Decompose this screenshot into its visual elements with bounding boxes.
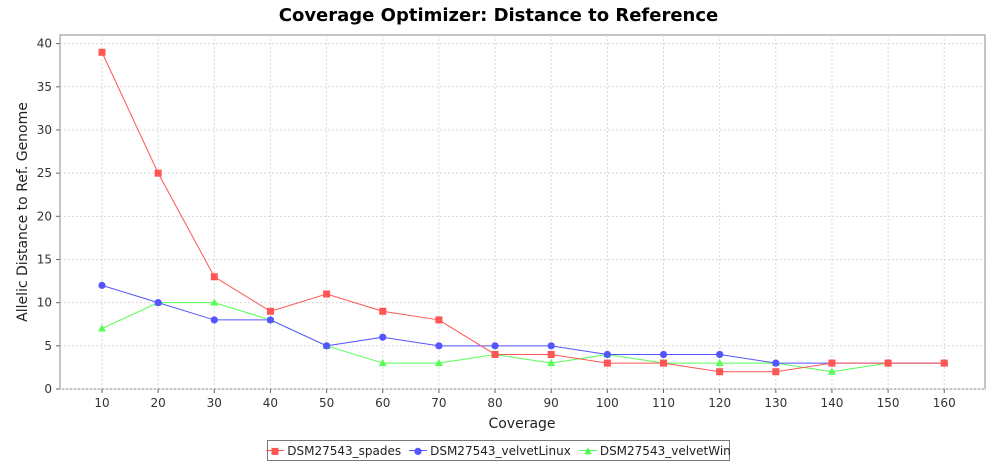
data-point xyxy=(98,324,106,332)
x-tick-label: 120 xyxy=(708,396,731,410)
legend-marker-circle xyxy=(414,447,422,455)
data-point xyxy=(379,333,387,341)
plot-area xyxy=(59,34,986,390)
legend: DSM27543_spades DSM27543_velvetLinux DSM27… xyxy=(266,440,731,461)
series-line xyxy=(101,52,945,373)
data-point xyxy=(716,368,724,376)
data-point xyxy=(323,290,331,298)
grid-lines xyxy=(60,35,985,390)
data-point xyxy=(434,358,443,367)
series-line xyxy=(101,284,945,364)
legend-marker-square xyxy=(271,447,279,455)
data-point xyxy=(435,342,443,350)
legend-item: DSM27543_velvetWin xyxy=(578,443,731,458)
y-tick-label: 20 xyxy=(37,209,52,223)
legend-item: DSM27543_velvetLinux xyxy=(409,444,571,458)
data-point xyxy=(547,350,555,358)
x-axis-label: Coverage xyxy=(488,416,555,432)
y-tick-label: 15 xyxy=(37,252,52,266)
x-tick-label: 30 xyxy=(207,396,222,410)
legend-swatch xyxy=(266,445,285,457)
data-point xyxy=(884,359,892,367)
data-point xyxy=(435,316,443,324)
x-tick-label: 160 xyxy=(933,396,956,410)
legend-label: DSM27543_velvetLinux xyxy=(430,443,571,458)
x-tick-label: 90 xyxy=(544,396,559,410)
x-tick-label: 70 xyxy=(431,396,446,410)
y-tick-label: 35 xyxy=(37,80,52,94)
data-point xyxy=(266,316,275,324)
legend-swatch xyxy=(409,445,428,457)
y-tick-label: 30 xyxy=(37,123,52,137)
data-point xyxy=(827,367,836,375)
legend-marker-shape xyxy=(414,447,422,455)
x-tick-label: 40 xyxy=(263,396,278,410)
data-point xyxy=(266,307,274,315)
x-tick-label: 10 xyxy=(94,396,109,410)
data-point xyxy=(378,358,387,367)
series-DSM27543_spades xyxy=(98,48,948,376)
data-point xyxy=(772,368,780,376)
y-tick-label: 40 xyxy=(37,37,52,51)
legend-marker-shape xyxy=(271,447,279,455)
data-point xyxy=(716,350,724,359)
x-tick-label: 150 xyxy=(877,396,900,410)
legend-marker-triangle xyxy=(583,446,592,454)
legend-marker-shape xyxy=(583,446,592,454)
x-tick-label: 130 xyxy=(764,396,787,410)
data-point xyxy=(603,350,611,359)
x-tick-label: 80 xyxy=(487,396,502,410)
data-point xyxy=(715,358,724,367)
data-point xyxy=(491,350,499,358)
chart-title: Coverage Optimizer: Distance to Referenc… xyxy=(279,5,718,26)
x-tick-label: 110 xyxy=(652,396,675,410)
series-layer xyxy=(98,48,949,376)
x-tick-label: 50 xyxy=(319,396,334,410)
data-point xyxy=(828,359,836,367)
data-point xyxy=(379,307,387,315)
y-tick-label: 0 xyxy=(44,382,52,396)
data-point xyxy=(772,359,780,367)
data-point xyxy=(547,358,556,367)
data-point xyxy=(210,298,219,306)
data-point xyxy=(210,316,218,324)
data-point xyxy=(98,48,106,56)
data-point xyxy=(491,342,499,350)
data-point xyxy=(940,359,948,367)
data-point xyxy=(154,169,162,177)
y-tick-label: 5 xyxy=(44,339,52,353)
legend-label: DSM27543_velvetWin xyxy=(599,443,731,458)
y-tick-label: 10 xyxy=(37,296,52,310)
data-point xyxy=(603,359,611,367)
data-point xyxy=(323,342,331,350)
data-point xyxy=(659,350,668,359)
y-axis-label: Allelic Distance to Ref. Genome xyxy=(15,102,31,322)
legend-item: DSM27543_spades xyxy=(266,444,401,458)
x-tick-label: 100 xyxy=(596,396,619,410)
data-point xyxy=(98,281,106,289)
x-tick-label: 20 xyxy=(151,396,166,410)
data-point xyxy=(660,359,667,367)
legend-label: DSM27543_spades xyxy=(287,443,402,458)
x-tick-label: 140 xyxy=(820,396,843,410)
legend-swatch xyxy=(578,445,597,457)
y-tick-label: 25 xyxy=(37,166,52,180)
x-tick-label: 60 xyxy=(375,396,390,410)
data-point xyxy=(210,273,218,281)
axes: 0 5 10 15 20 25 30 35 40 10 20 30 40 50 60 70 80 90 100 110… xyxy=(37,37,956,410)
data-point xyxy=(547,342,555,350)
data-point xyxy=(154,299,162,307)
